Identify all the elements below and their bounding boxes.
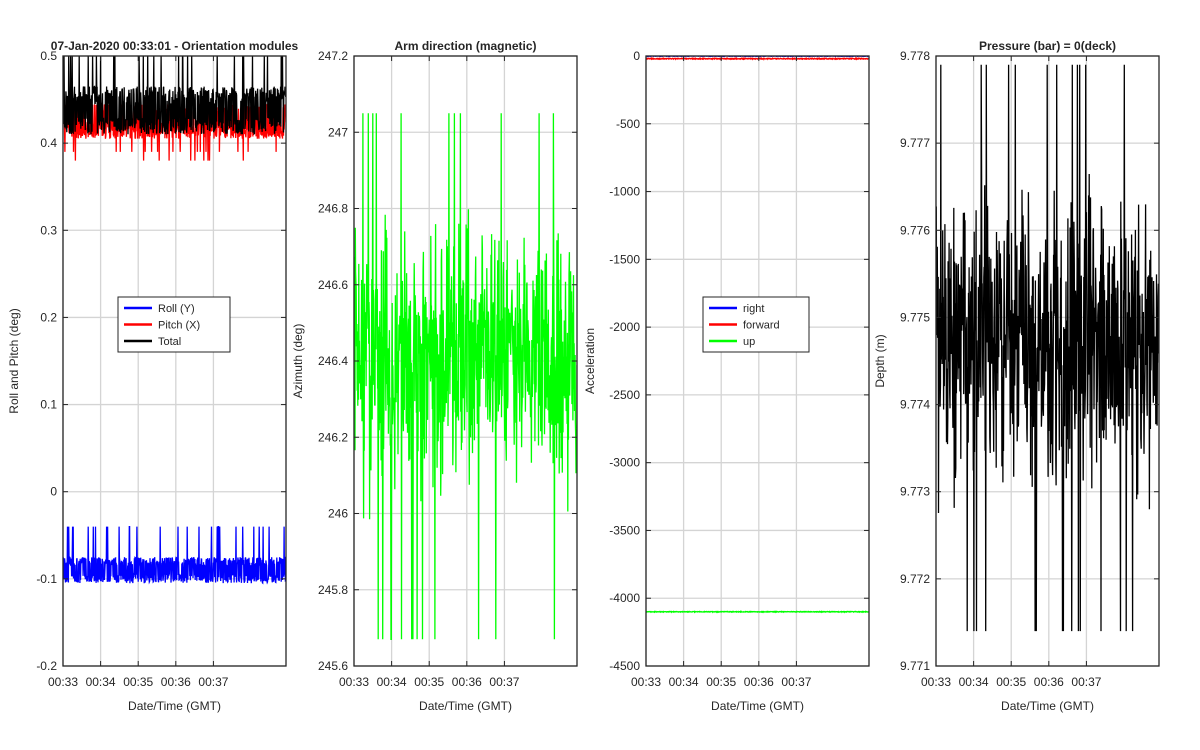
- data-area: [936, 64, 1159, 632]
- axes-box: [645, 55, 870, 667]
- y-tick-label: -1500: [609, 252, 640, 266]
- x-tick-label: 00:37: [1071, 675, 1101, 689]
- y-tick-label: -3000: [609, 456, 640, 470]
- x-tick-label: 00:36: [161, 675, 191, 689]
- chart-title: Arm direction (magnetic): [394, 39, 536, 53]
- legend-label: Roll (Y): [158, 303, 195, 315]
- y-tick-label: -500: [616, 117, 640, 131]
- x-tick-label: 00:33: [631, 675, 661, 689]
- y-tick-label: 0.4: [40, 136, 57, 150]
- y-tick-label: -2500: [609, 388, 640, 402]
- y-tick-label: 9.774: [900, 398, 930, 412]
- y-tick-label: 0: [633, 49, 640, 63]
- y-tick-label: 9.777: [900, 136, 930, 150]
- y-tick-label: -2000: [609, 320, 640, 334]
- y-tick-label: 247.2: [318, 49, 348, 63]
- x-axis-label: Date/Time (GMT): [128, 699, 221, 713]
- series-line: [354, 113, 577, 640]
- series-line: [63, 525, 286, 585]
- y-tick-label: 9.775: [900, 310, 930, 324]
- y-tick-label: 9.778: [900, 49, 930, 63]
- x-axis-label: Date/Time (GMT): [1001, 699, 1094, 713]
- data-area: [63, 56, 286, 585]
- axes-box: [935, 55, 1160, 667]
- y-tick-label: 0.2: [40, 310, 57, 324]
- y-tick-label: 246.4: [318, 354, 348, 368]
- x-tick-label: 00:33: [921, 675, 951, 689]
- x-tick-label: 00:35: [996, 675, 1026, 689]
- x-tick-label: 00:34: [86, 675, 116, 689]
- y-tick-label: -0.1: [36, 572, 57, 586]
- x-tick-label: 00:34: [377, 675, 407, 689]
- y-tick-label: 0: [50, 485, 57, 499]
- y-tick-label: 245.8: [318, 583, 348, 597]
- x-tick-label: 00:36: [452, 675, 482, 689]
- y-tick-label: -0.2: [36, 659, 57, 673]
- series-line: [63, 56, 286, 136]
- y-tick-label: 246.6: [318, 278, 348, 292]
- axes-box: [62, 55, 287, 667]
- y-tick-label: -1000: [609, 185, 640, 199]
- data-area: [354, 113, 577, 640]
- subplot-panels: 00:33 00:34 00:35 00:36 00:37 -0.2 -0.1 0 0.1 0.2…: [7, 39, 1160, 713]
- y-tick-label: 9.776: [900, 223, 930, 237]
- chart-title: 07-Jan-2020 00:33:01 - Orientation modul…: [51, 39, 299, 53]
- y-tick-label: 9.772: [900, 572, 930, 586]
- y-axis-label: Roll and Pitch (deg): [7, 308, 21, 413]
- legend: Roll (Y) Pitch (X) Total: [117, 296, 231, 353]
- x-tick-label: 00:35: [123, 675, 153, 689]
- y-tick-label: 0.5: [40, 49, 57, 63]
- x-tick-label: 00:36: [744, 675, 774, 689]
- y-tick-label: 245.6: [318, 659, 348, 673]
- y-axis-label: Depth (m): [873, 334, 887, 387]
- x-tick-label: 00:34: [959, 675, 989, 689]
- x-axis-label: Date/Time (GMT): [419, 699, 512, 713]
- x-axis-label: Date/Time (GMT): [711, 699, 804, 713]
- x-tick-label: 00:37: [489, 675, 519, 689]
- legend-label: Total: [158, 336, 181, 348]
- legend-label: right: [743, 303, 764, 315]
- series-line: [646, 610, 869, 614]
- subplot-1: 00:33 00:34 00:35 00:36 00:37 -0.2 -0.1 0 0.1 0.2…: [7, 39, 299, 713]
- chart-title: Pressure (bar) = 0(deck): [979, 39, 1116, 53]
- legend-label: forward: [743, 320, 780, 332]
- x-tick-label: 00:37: [781, 675, 811, 689]
- x-tick-label: 00:34: [669, 675, 699, 689]
- x-tick-label: 00:33: [339, 675, 369, 689]
- y-tick-label: 0.3: [40, 223, 57, 237]
- x-tick-label: 00:37: [198, 675, 228, 689]
- x-tick-label: 00:35: [414, 675, 444, 689]
- subplot-3: 00:33 00:34 00:35 00:36 00:37 -4500 -4000 -3500…: [583, 49, 870, 713]
- x-tick-label: 00:35: [706, 675, 736, 689]
- y-tick-label: 9.773: [900, 485, 930, 499]
- y-tick-label: -4000: [609, 591, 640, 605]
- y-tick-label: 246.2: [318, 430, 348, 444]
- x-tick-label: 00:33: [48, 675, 78, 689]
- y-tick-label: 246: [328, 507, 348, 521]
- series-line: [936, 64, 1159, 632]
- x-tick-label: 00:36: [1034, 675, 1064, 689]
- legend-label: Pitch (X): [158, 320, 200, 332]
- y-tick-label: -3500: [609, 523, 640, 537]
- y-axis-label: Azimuth (deg): [291, 324, 305, 399]
- subplot-2: 00:33 00:34 00:35 00:36 00:37 245.6 245.8 246 24…: [291, 39, 578, 713]
- y-tick-label: 9.771: [900, 659, 930, 673]
- y-axis-label: Acceleration: [583, 328, 597, 394]
- legend-label: up: [743, 336, 755, 348]
- y-tick-label: 247: [328, 125, 348, 139]
- series-line: [646, 56, 869, 61]
- y-tick-label: 0.1: [40, 398, 57, 412]
- subplot-4: 00:33 00:34 00:35 00:36 00:37 9.771 9.772 9.773…: [873, 39, 1160, 713]
- legend: right forward up: [702, 296, 810, 353]
- y-tick-label: 246.8: [318, 202, 348, 216]
- y-tick-label: -4500: [609, 659, 640, 673]
